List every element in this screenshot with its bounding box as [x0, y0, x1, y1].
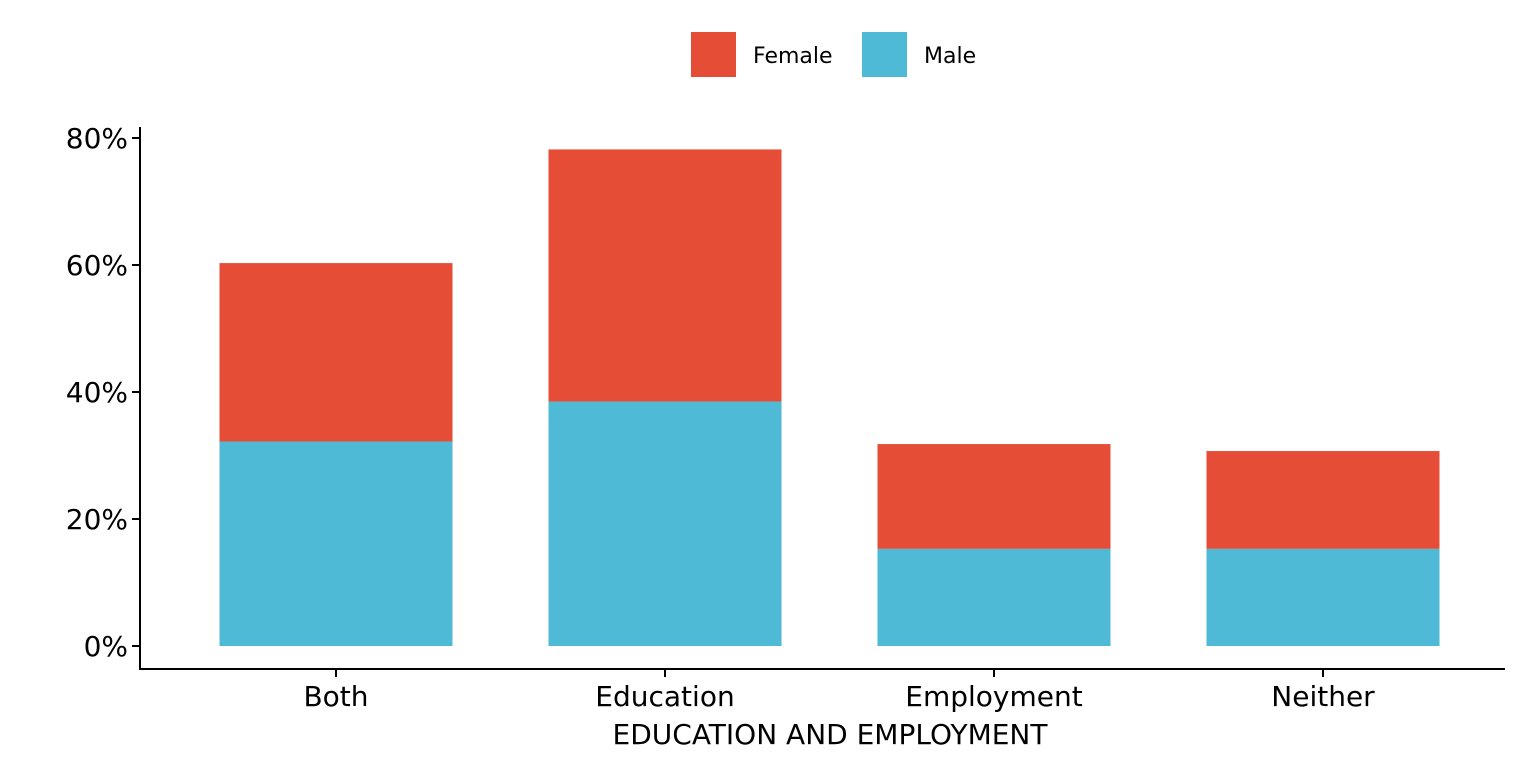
legend-swatch-female — [691, 32, 736, 77]
legend-swatch-male — [862, 32, 907, 77]
bar-female-both — [219, 263, 453, 442]
bar-male-both — [219, 441, 453, 646]
y-tick-label: 60% — [66, 249, 128, 282]
bars — [219, 149, 1440, 646]
x-tick-label: Both — [303, 680, 368, 713]
y-tick-label: 40% — [66, 376, 128, 409]
y-axis: 0% 20% 40% 60% 80% — [66, 122, 141, 670]
y-tick-label: 80% — [66, 122, 128, 155]
bar-male-neither — [1206, 548, 1440, 646]
bar-female-employment — [877, 444, 1111, 549]
x-tick-label: Neither — [1271, 680, 1375, 713]
legend: Female Male — [691, 32, 976, 77]
bar-male-education — [548, 401, 782, 646]
y-tick-label: 0% — [84, 630, 128, 663]
legend-label-female: Female — [753, 44, 833, 69]
x-tick-label: Employment — [905, 680, 1082, 713]
x-axis: Both Education Employment Neither — [139, 668, 1505, 713]
x-axis-title: EDUCATION AND EMPLOYMENT — [613, 718, 1049, 751]
x-tick-label: Education — [595, 680, 734, 713]
legend-label-male: Male — [924, 44, 976, 69]
bar-female-neither — [1206, 451, 1440, 549]
y-tick-label: 20% — [66, 503, 128, 536]
bar-male-employment — [877, 548, 1111, 646]
bar-female-education — [548, 149, 782, 402]
